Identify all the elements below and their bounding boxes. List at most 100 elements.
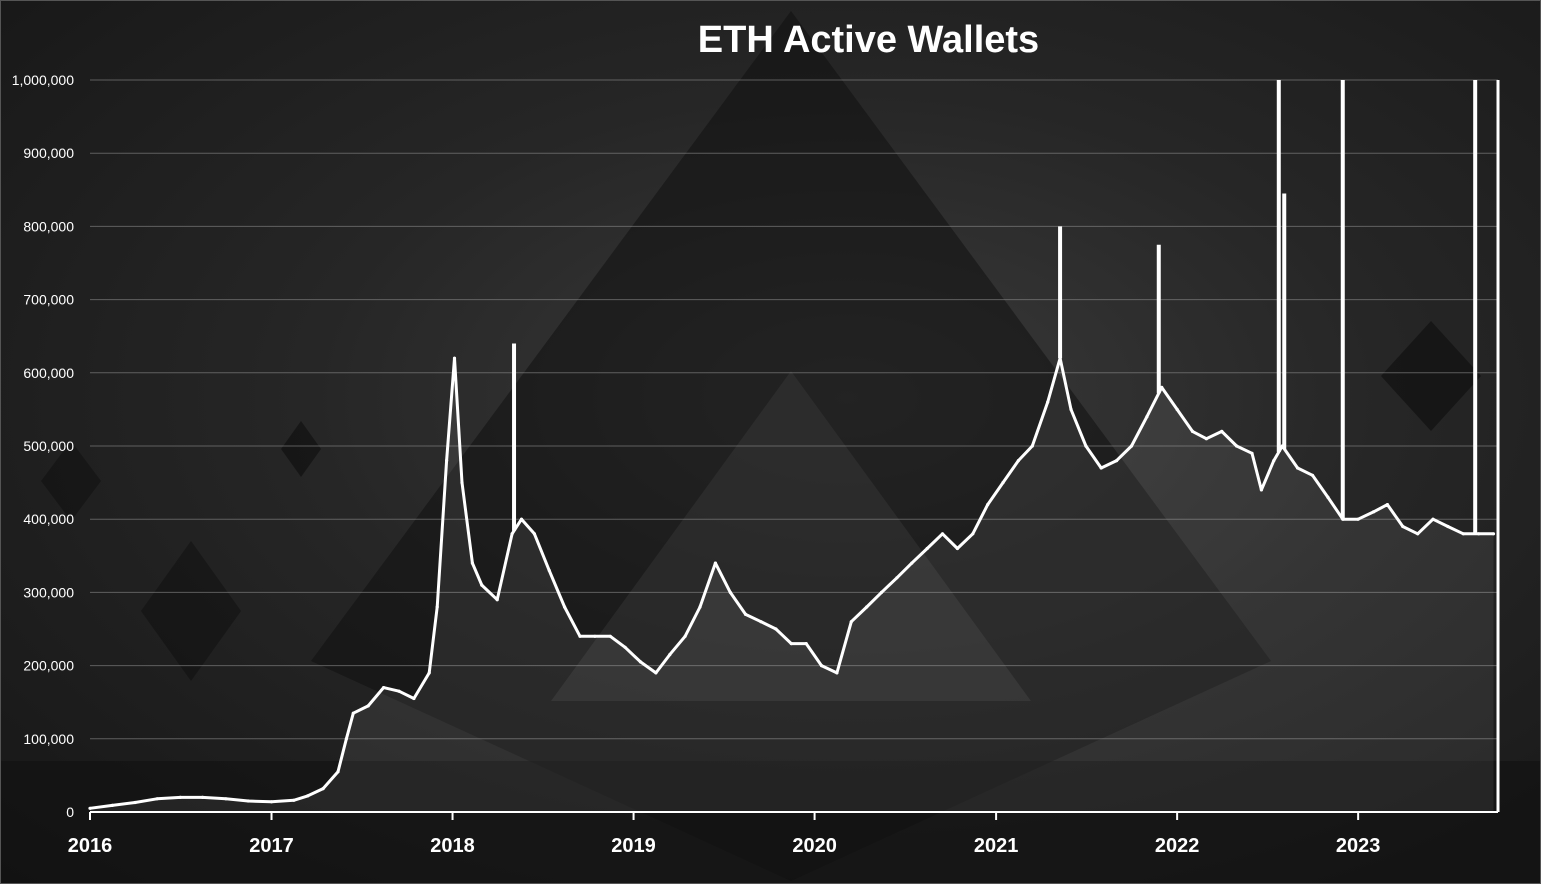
data-point	[382, 686, 386, 690]
data-point	[623, 645, 627, 649]
data-point	[1069, 407, 1073, 411]
data-point	[1099, 466, 1103, 470]
data-point	[435, 605, 439, 609]
x-tick-label: 2023	[1336, 835, 1381, 857]
series-area-fill	[90, 358, 1494, 812]
background-diamond-shape	[141, 541, 241, 681]
data-point	[470, 561, 474, 565]
data-point	[1129, 444, 1134, 448]
data-point	[668, 653, 672, 657]
data-point	[1046, 400, 1050, 404]
data-point	[1160, 385, 1164, 389]
data-point	[955, 546, 960, 551]
x-tick-label: 2021	[974, 835, 1019, 857]
data-point	[480, 583, 484, 587]
data-point	[155, 797, 159, 801]
data-point	[1259, 488, 1263, 492]
data-point	[519, 517, 524, 521]
data-point	[445, 459, 449, 463]
data-point	[971, 532, 975, 536]
data-point	[654, 671, 658, 675]
data-point	[452, 356, 457, 360]
data-point	[1477, 532, 1481, 536]
data-point	[321, 787, 325, 791]
data-point	[1356, 517, 1360, 521]
data-point	[366, 704, 370, 708]
data-point	[879, 590, 884, 595]
data-point	[351, 711, 355, 715]
data-point	[1145, 415, 1149, 419]
background-diamond-shape	[1381, 321, 1481, 431]
background-ground-shape	[1, 761, 1540, 883]
data-point	[1016, 459, 1021, 463]
data-point	[698, 605, 702, 609]
data-point	[1296, 466, 1300, 470]
x-tick-label: 2016	[68, 835, 113, 857]
y-tick-label: 300,000	[23, 584, 74, 600]
y-axis-tick-labels: 0 100,000 200,000 300,000 400,000 500,000 600,…	[12, 72, 75, 820]
data-point	[1175, 407, 1179, 411]
data-point	[306, 794, 310, 798]
data-point	[1431, 517, 1435, 521]
data-point	[224, 797, 228, 801]
gridlines	[90, 79, 1498, 740]
data-point	[1385, 503, 1389, 507]
y-tick-label: 700,000	[23, 292, 74, 308]
data-point	[1220, 429, 1224, 433]
data-point	[1030, 444, 1034, 448]
x-axis-tick-labels: 2016 2017 2018 2019 2020 2021 2022 2023	[68, 835, 1381, 857]
data-point	[88, 806, 92, 810]
data-point	[336, 770, 340, 774]
data-point	[510, 532, 514, 536]
data-point	[925, 546, 929, 551]
x-tick-label: 2020	[792, 835, 837, 857]
data-point	[178, 795, 182, 800]
data-point	[1084, 444, 1088, 448]
data-point	[292, 798, 296, 802]
data-point	[1115, 459, 1119, 463]
x-tick-label: 2018	[430, 835, 475, 857]
data-point	[495, 598, 499, 602]
background-diamond-shape	[41, 441, 101, 521]
data-point	[910, 561, 914, 565]
background-diamond-shape	[281, 421, 321, 477]
data-point	[1401, 524, 1405, 529]
y-tick-label: 0	[66, 804, 74, 820]
x-tick-label: 2022	[1155, 835, 1200, 857]
data-point	[1461, 532, 1465, 536]
data-point	[835, 671, 839, 675]
data-point	[593, 634, 597, 638]
data-point	[1491, 532, 1496, 536]
data-point	[1310, 473, 1315, 477]
data-point	[713, 561, 718, 565]
data-point	[269, 800, 274, 804]
y-tick-label: 500,000	[23, 438, 74, 454]
data-point	[804, 642, 808, 646]
data-point	[728, 590, 732, 595]
axes	[89, 80, 1500, 820]
y-tick-label: 1,000,000	[12, 72, 74, 88]
y-tick-label: 600,000	[23, 365, 74, 381]
data-point	[563, 605, 567, 609]
series-layer	[88, 80, 1496, 812]
data-point	[1371, 510, 1376, 514]
y-tick-label: 200,000	[23, 658, 74, 674]
x-tick-label: 2019	[611, 835, 656, 857]
data-point	[246, 799, 250, 803]
data-point	[608, 634, 612, 638]
data-point	[133, 800, 137, 805]
data-point	[397, 689, 401, 693]
data-point	[789, 642, 793, 646]
data-point	[865, 605, 869, 609]
data-point	[412, 696, 416, 701]
data-point	[578, 634, 582, 638]
y-tick-label: 400,000	[23, 511, 74, 527]
data-point	[1446, 524, 1450, 529]
data-point	[110, 803, 114, 808]
data-point	[759, 620, 763, 624]
data-point	[460, 481, 464, 485]
data-point	[532, 532, 537, 536]
data-point	[819, 664, 824, 668]
data-point	[1326, 495, 1330, 499]
